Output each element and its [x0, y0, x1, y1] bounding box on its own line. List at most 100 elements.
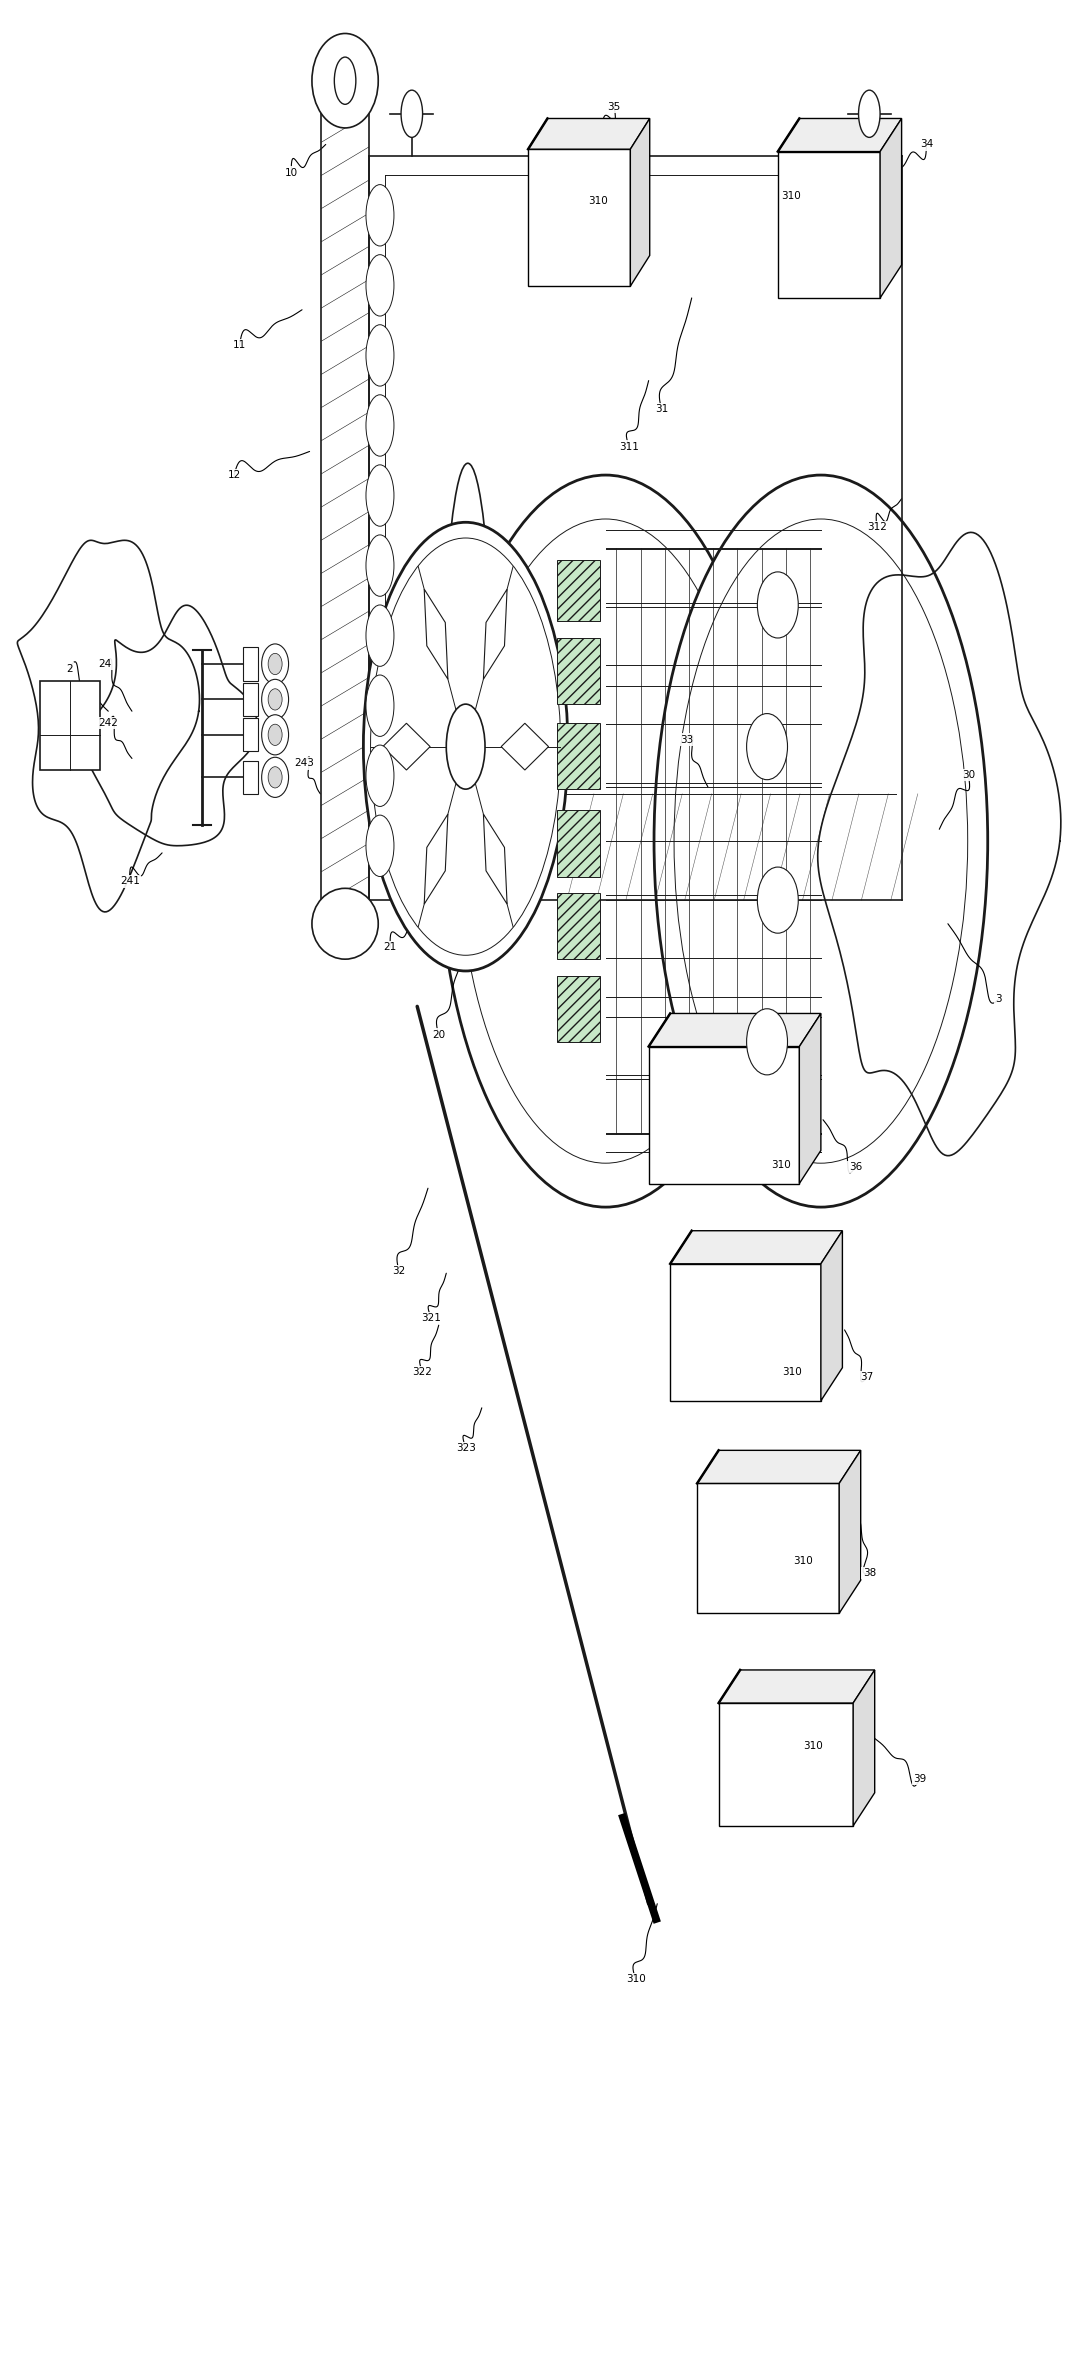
Text: 243: 243	[294, 757, 314, 769]
Circle shape	[366, 606, 394, 667]
Ellipse shape	[262, 644, 289, 684]
Text: 3: 3	[995, 994, 1002, 1004]
Polygon shape	[528, 118, 649, 149]
Ellipse shape	[268, 767, 282, 788]
Bar	[557, 892, 601, 959]
Text: 21: 21	[384, 942, 397, 952]
Bar	[648, 1046, 800, 1184]
Bar	[242, 717, 258, 750]
Bar	[557, 722, 601, 788]
Ellipse shape	[262, 679, 289, 720]
Text: 310: 310	[589, 196, 608, 206]
Text: 11: 11	[233, 341, 247, 350]
Ellipse shape	[747, 1008, 788, 1075]
Bar	[242, 682, 258, 715]
Text: 10: 10	[285, 168, 298, 178]
Polygon shape	[484, 589, 507, 679]
Text: 20: 20	[432, 1030, 446, 1039]
Text: 24: 24	[98, 658, 111, 670]
Polygon shape	[648, 1013, 821, 1046]
Circle shape	[366, 535, 394, 596]
Polygon shape	[778, 118, 901, 151]
Text: 322: 322	[412, 1368, 433, 1378]
Circle shape	[858, 90, 880, 137]
Polygon shape	[424, 814, 448, 904]
Polygon shape	[670, 1231, 843, 1264]
Bar	[242, 649, 258, 679]
Ellipse shape	[268, 724, 282, 746]
Ellipse shape	[747, 712, 788, 779]
Ellipse shape	[757, 866, 799, 933]
Bar	[528, 149, 631, 286]
Circle shape	[446, 703, 485, 788]
Text: 241: 241	[120, 876, 140, 885]
Text: 38: 38	[862, 1569, 876, 1579]
Polygon shape	[800, 1013, 821, 1184]
Circle shape	[366, 675, 394, 736]
Circle shape	[366, 324, 394, 386]
Bar	[557, 975, 601, 1041]
Ellipse shape	[262, 715, 289, 755]
Polygon shape	[484, 814, 507, 904]
Polygon shape	[383, 724, 431, 769]
Text: 312: 312	[867, 523, 887, 533]
Text: 310: 310	[771, 1160, 791, 1169]
Bar	[718, 1702, 854, 1825]
Text: 311: 311	[619, 443, 639, 452]
Ellipse shape	[268, 689, 282, 710]
Bar	[242, 760, 258, 793]
Circle shape	[654, 476, 988, 1207]
Polygon shape	[424, 589, 448, 679]
Circle shape	[366, 256, 394, 317]
Circle shape	[401, 90, 423, 137]
Ellipse shape	[312, 888, 379, 959]
Text: 12: 12	[227, 471, 241, 481]
Text: 34: 34	[920, 140, 933, 149]
Polygon shape	[501, 724, 549, 769]
Text: 323: 323	[456, 1444, 476, 1453]
Text: 310: 310	[793, 1557, 813, 1567]
Bar	[778, 151, 880, 298]
Text: 242: 242	[98, 717, 118, 729]
Polygon shape	[718, 1671, 874, 1702]
Circle shape	[366, 185, 394, 246]
Circle shape	[438, 476, 773, 1207]
Text: 39: 39	[913, 1773, 926, 1785]
Circle shape	[334, 57, 356, 104]
Ellipse shape	[444, 464, 491, 911]
Polygon shape	[840, 1451, 860, 1614]
Polygon shape	[821, 1231, 843, 1401]
Circle shape	[366, 746, 394, 807]
Ellipse shape	[262, 757, 289, 798]
Text: 310: 310	[782, 1368, 802, 1378]
Text: 321: 321	[421, 1314, 441, 1323]
Text: 310: 310	[781, 192, 801, 201]
Circle shape	[674, 518, 967, 1162]
Polygon shape	[631, 118, 649, 286]
Bar	[557, 639, 601, 703]
Bar	[697, 1484, 840, 1614]
Circle shape	[370, 537, 560, 956]
Polygon shape	[880, 118, 901, 298]
Text: 2: 2	[66, 663, 72, 675]
Ellipse shape	[312, 33, 379, 128]
Circle shape	[366, 814, 394, 876]
Text: 310: 310	[804, 1740, 823, 1752]
Text: 36: 36	[848, 1162, 862, 1172]
Polygon shape	[697, 1451, 860, 1484]
Bar	[557, 561, 601, 623]
Text: 30: 30	[962, 769, 975, 781]
Bar	[40, 679, 100, 769]
Text: 35: 35	[608, 102, 621, 111]
Text: 31: 31	[655, 405, 669, 414]
Circle shape	[364, 523, 568, 970]
Text: 37: 37	[860, 1373, 874, 1382]
Text: 25: 25	[384, 753, 397, 765]
Circle shape	[366, 395, 394, 457]
Circle shape	[366, 464, 394, 525]
Circle shape	[459, 518, 752, 1162]
Ellipse shape	[268, 653, 282, 675]
Polygon shape	[854, 1671, 874, 1825]
Text: 33: 33	[679, 734, 692, 746]
Bar	[670, 1264, 821, 1401]
